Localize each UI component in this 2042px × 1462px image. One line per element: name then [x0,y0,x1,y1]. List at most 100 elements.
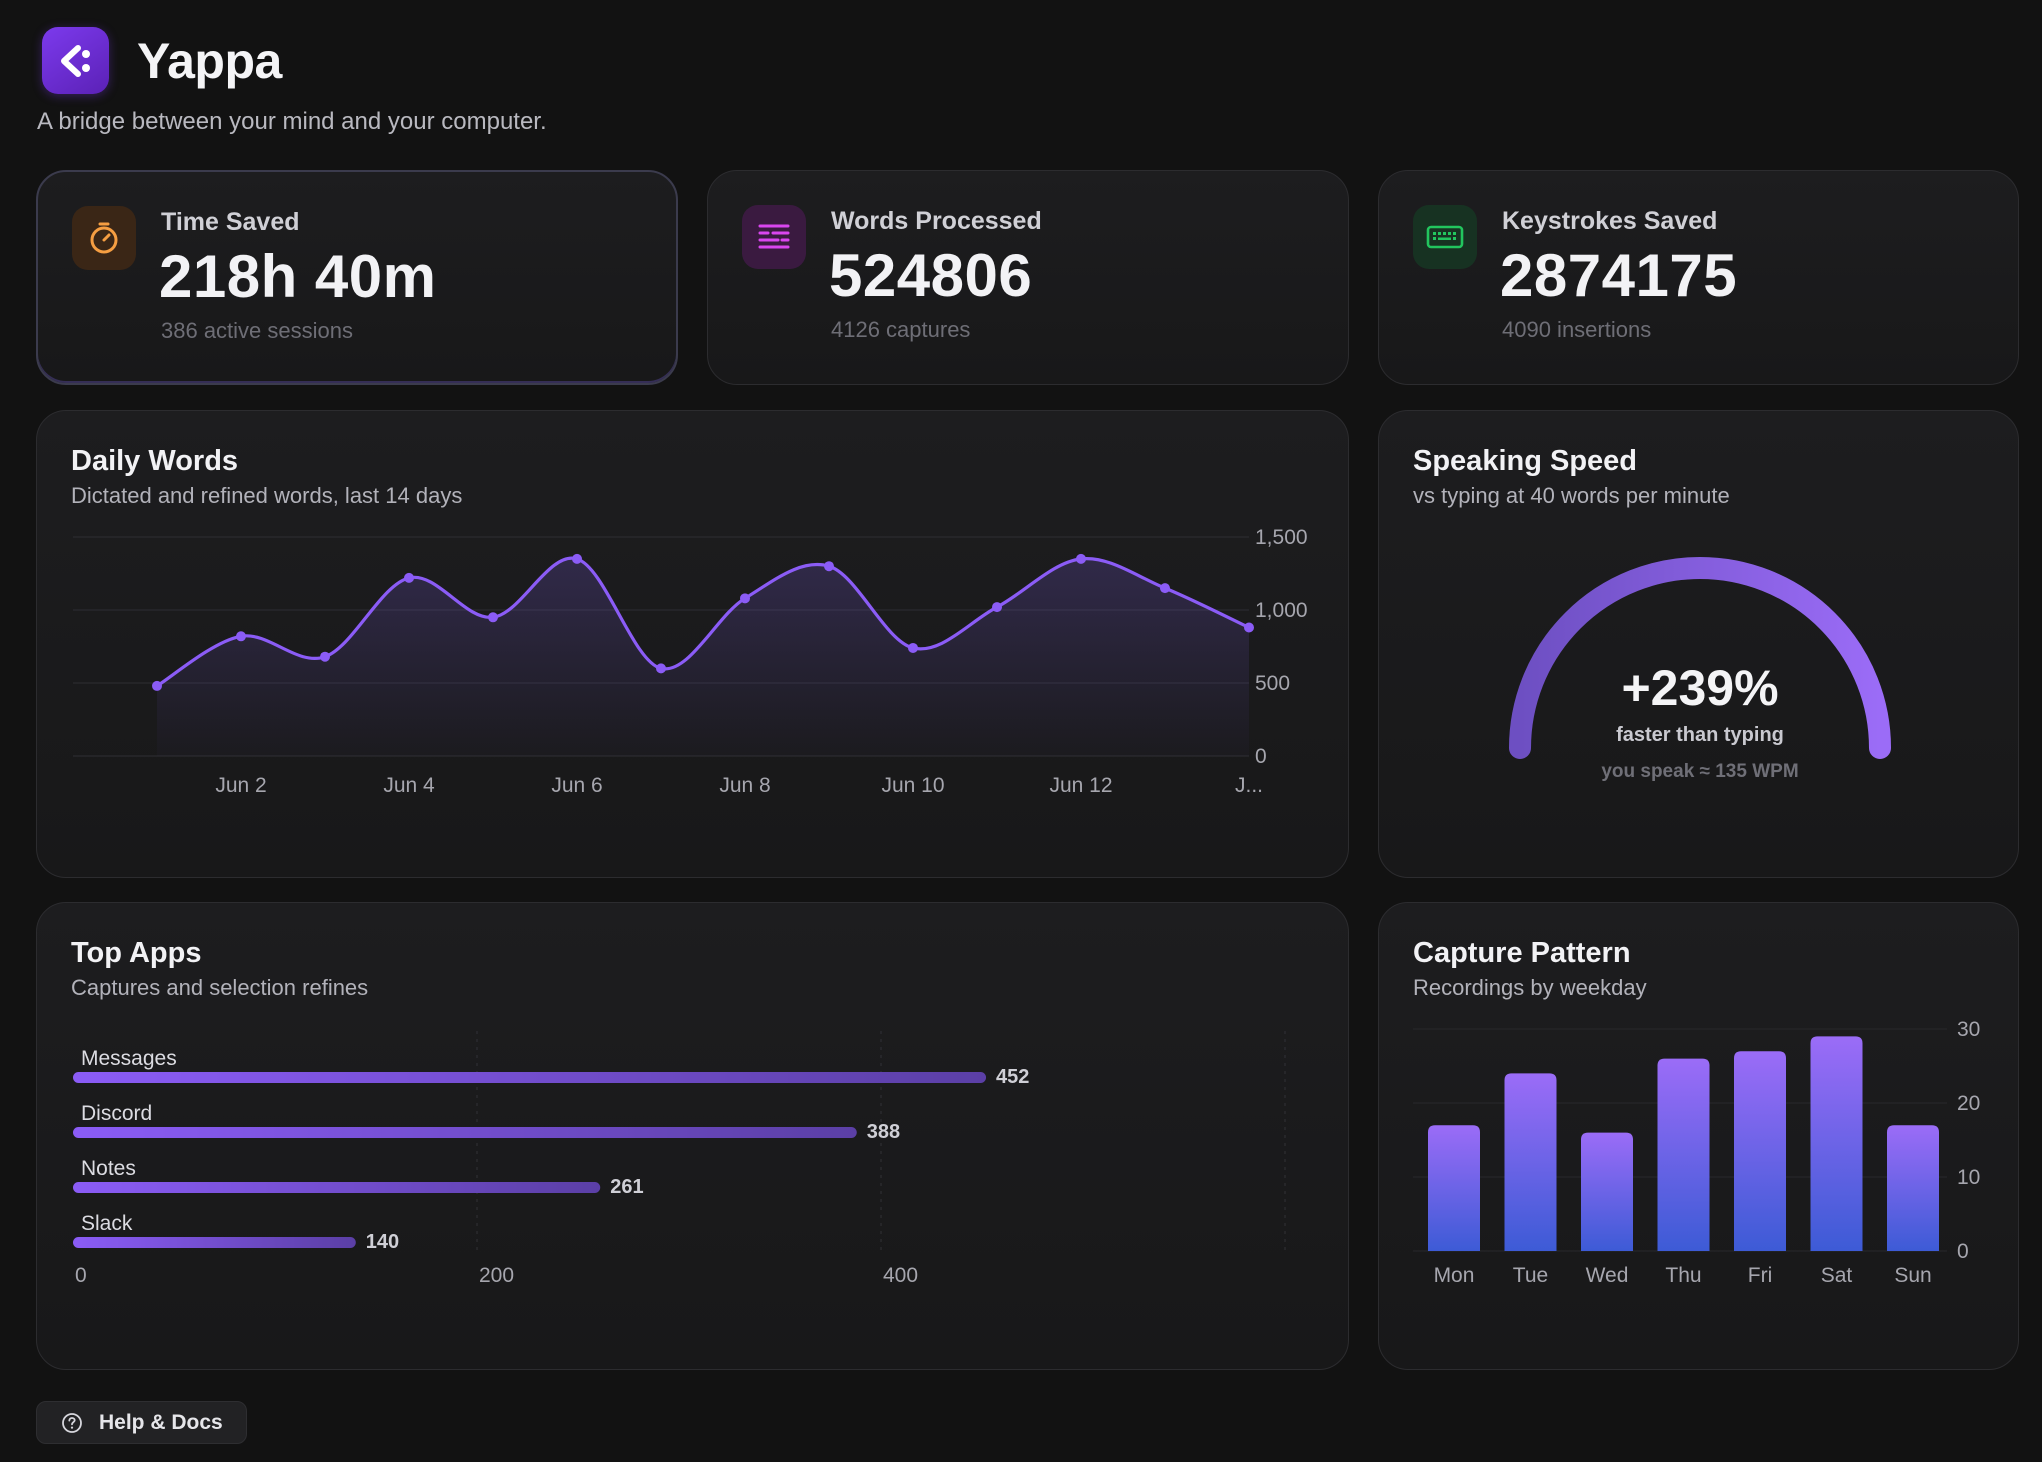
data-point [1160,583,1170,594]
x-tick-label: Sat [1821,1264,1853,1287]
timer-icon [72,206,136,270]
bar-value-label: 388 [867,1121,900,1143]
keyboard-icon [1413,205,1477,269]
capture-pattern-chart: 0 10 20 30 Mon Tue Wed Thu Fri Sat Sun [1413,1018,1980,1287]
stat-subtext: 386 active sessions [161,318,353,343]
card-subtitle: Recordings by weekday [1413,975,1647,1000]
card-subtitle: Dictated and refined words, last 14 days [71,483,463,508]
gauge-fill [1509,557,1891,759]
gauge-track [1509,557,1891,759]
x-tick-label: Sun [1894,1264,1931,1287]
y-tick-label: 1,500 [1255,526,1308,549]
speed-caption: faster than typing [1616,724,1784,746]
area-fill [157,558,1249,756]
y-tick-label: 20 [1957,1092,1980,1115]
data-point [1244,622,1254,633]
y-tick-label: 0 [1255,745,1267,768]
app-label: Discord [81,1102,152,1125]
card-title: Daily Words [71,445,239,477]
app-label: Messages [81,1047,177,1070]
daily-words-card: Daily Words Dictated and refined words, … [36,410,1349,878]
stat-value: 2874175 [1500,242,1738,309]
weekday-bar [1887,1125,1939,1251]
app-label: Slack [81,1212,133,1235]
x-tick-label: 0 [75,1264,87,1287]
app-bar [73,1127,857,1138]
x-tick-label: 200 [479,1264,514,1287]
data-point [656,663,666,674]
stat-card-time-saved[interactable]: Time Saved 218h 40m 386 active sessions [36,170,678,385]
card-subtitle: Captures and selection refines [71,975,369,1000]
x-tick-label: Jun 12 [1049,774,1112,797]
x-tick-label: Jun 4 [383,774,435,797]
app-label: Notes [81,1157,136,1180]
x-tick-label: Jun 6 [551,774,602,797]
data-point [824,561,834,572]
x-tick-label: 400 [883,1264,918,1287]
data-point [740,593,750,604]
brand: Yappa [42,27,282,94]
x-tick-label: Mon [1434,1264,1475,1287]
speaking-speed-card: Speaking Speed vs typing at 40 words per… [1378,410,2019,878]
weekday-bar [1810,1036,1863,1251]
tagline: A bridge between your mind and your comp… [37,108,547,135]
card-subtitle: vs typing at 40 words per minute [1413,483,1730,508]
y-tick-label: 30 [1957,1018,1980,1041]
help-docs-button[interactable]: Help & Docs [36,1401,247,1444]
weekday-bar [1734,1051,1786,1251]
bar-value-label: 140 [366,1231,399,1253]
help-label: Help & Docs [99,1410,223,1434]
stat-label: Time Saved [161,208,300,236]
bar-value-label: 261 [610,1176,643,1198]
y-tick-label: 500 [1255,672,1290,695]
data-point [908,642,918,653]
data-point [992,602,1002,613]
top-apps-chart: 0 200 400 Messages 452 Discord 388 Notes 261 Slac… [73,1031,1286,1287]
stat-subtext: 4126 captures [831,317,971,342]
card-title: Capture Pattern [1413,937,1631,969]
stat-label: Words Processed [831,207,1042,235]
data-point [236,631,246,642]
weekday-bar [1428,1125,1480,1251]
stat-subtext: 4090 insertions [1502,317,1652,342]
speed-gauge: +239% faster than typing you speak ≈ 135… [1509,557,1891,782]
app-title: Yappa [137,32,282,89]
capture-pattern-card: Capture Pattern Recordings by weekday 0 1… [1378,902,2019,1370]
app-logo-icon [42,27,109,94]
card-title: Top Apps [71,937,202,969]
data-point [488,612,498,623]
weekday-bar [1657,1058,1710,1251]
data-point [1076,553,1086,564]
app-bar [73,1072,987,1083]
speed-percent: +239% [1621,660,1778,716]
speed-note: you speak ≈ 135 WPM [1601,761,1798,782]
stat-label: Keystrokes Saved [1502,207,1718,235]
weekday-bar [1504,1073,1557,1251]
data-point [152,680,162,691]
question-circle-icon [61,1412,83,1434]
x-tick-label: Jun 8 [719,774,770,797]
stat-value: 218h 40m [159,243,437,310]
data-point [320,651,330,662]
data-point [572,553,582,564]
series-line [156,556,1250,688]
top-apps-card: Top Apps Captures and selection refines … [36,902,1349,1370]
stat-card-words-processed[interactable]: Words Processed 524806 4126 captures [707,170,1349,385]
y-tick-label: 0 [1957,1240,1969,1263]
data-point [404,572,414,583]
x-tick-label: Wed [1586,1264,1629,1287]
y-tick-label: 1,000 [1255,599,1308,622]
x-tick-label: Tue [1513,1264,1548,1287]
x-tick-label: J... [1235,774,1263,797]
app-bar [73,1182,601,1193]
x-tick-label: Jun 2 [215,774,266,797]
stat-value: 524806 [829,242,1033,309]
stat-card-keystrokes-saved[interactable]: Keystrokes Saved 2874175 4090 insertions [1378,170,2019,385]
y-tick-label: 10 [1957,1166,1980,1189]
bar-value-label: 452 [996,1066,1029,1088]
x-tick-label: Jun 10 [881,774,944,797]
weekday-bar [1581,1132,1633,1251]
app-bar [73,1237,356,1248]
x-tick-label: Thu [1665,1264,1701,1287]
